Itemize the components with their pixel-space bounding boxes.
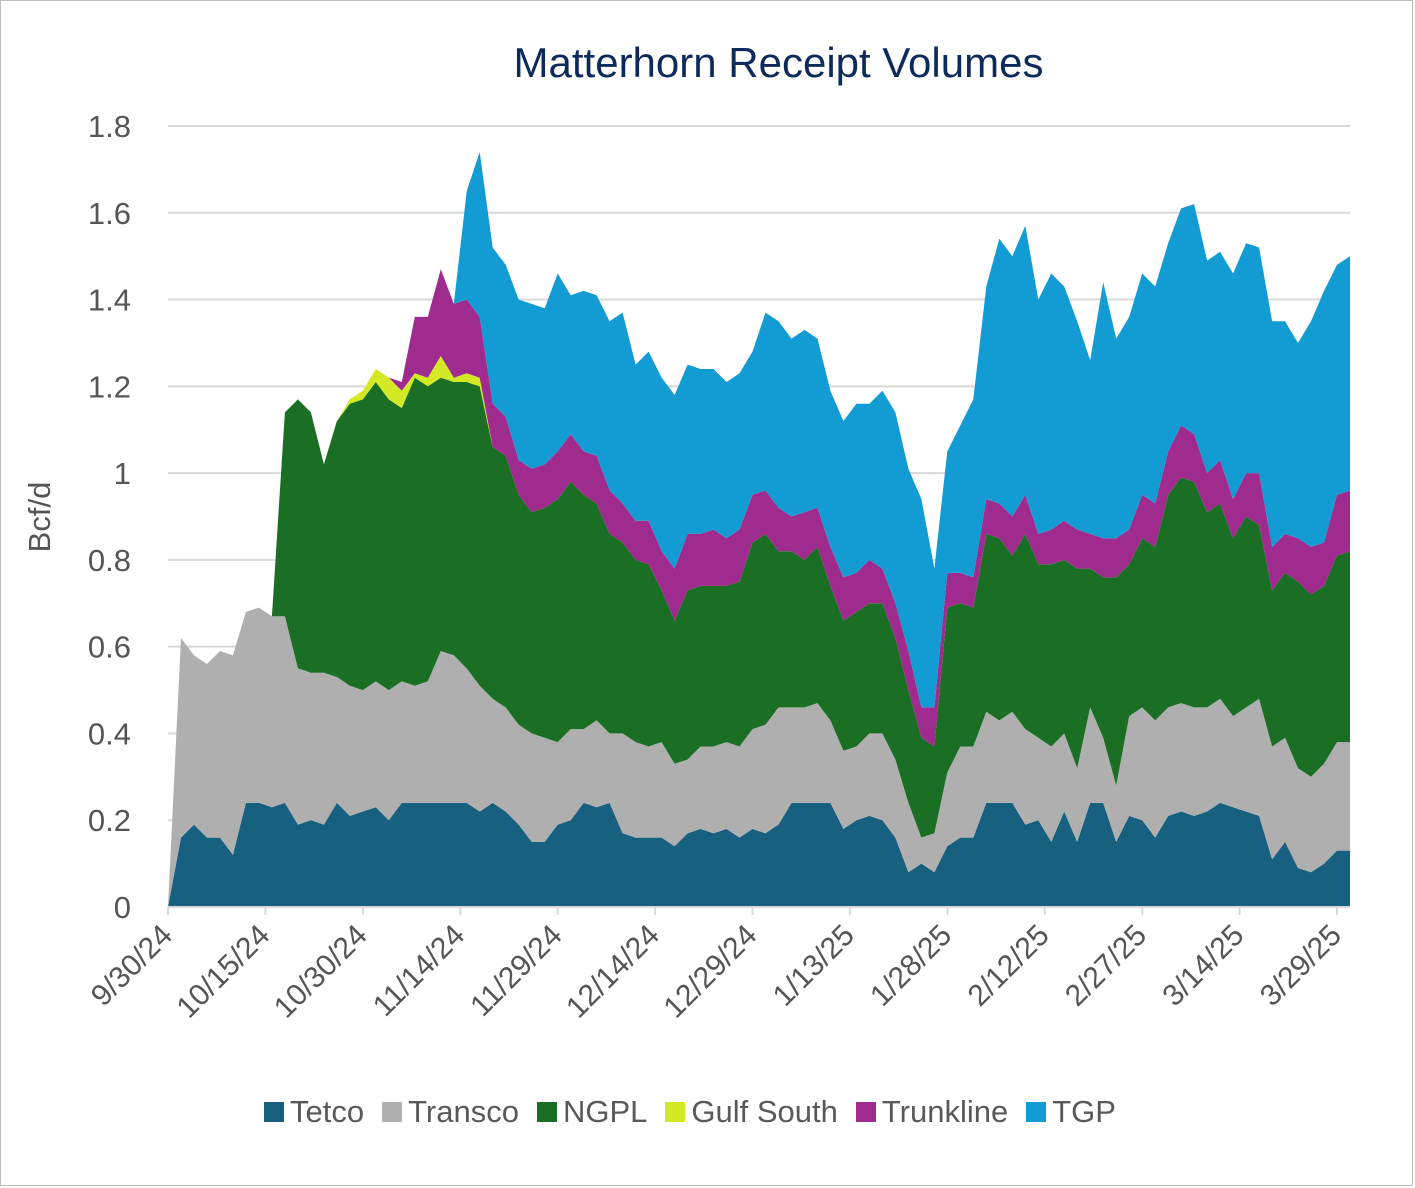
legend-label: Trunkline (881, 1094, 1009, 1129)
y-tick-label: 1.6 (88, 196, 131, 231)
x-tick-label: 3/14/25 (1156, 919, 1250, 1013)
chart-legend: Tetco Transco NGPL Gulf South Trunkline TGP (0, 1094, 1380, 1130)
x-tick-label: 9/30/24 (85, 919, 179, 1013)
x-tick-label: 11/14/24 (367, 919, 471, 1023)
x-tick-label: 3/29/25 (1254, 919, 1348, 1013)
chart-title: Matterhorn Receipt Volumes (513, 39, 1044, 86)
x-tick-label: 12/14/24 (560, 919, 666, 1025)
y-tick-label: 0.2 (88, 803, 131, 838)
legend-label: Transco (408, 1094, 519, 1129)
legend-item-ngpl: NGPL (536, 1094, 648, 1130)
x-tick-label: 10/30/24 (268, 919, 374, 1025)
legend-item-tetco: Tetco (264, 1094, 364, 1130)
x-tick-label: 1/13/25 (767, 919, 861, 1013)
legend-label: Tetco (290, 1094, 365, 1129)
y-tick-label: 1 (114, 456, 131, 491)
area-ngpl (168, 377, 1350, 907)
legend-item-gulf-south: Gulf South (665, 1094, 838, 1130)
x-tick-label: 2/27/25 (1059, 919, 1153, 1013)
x-tick-label: 1/28/25 (864, 919, 958, 1013)
y-axis-label: Bcf/d (22, 482, 57, 553)
x-tick-label: 12/29/24 (658, 919, 764, 1025)
legend-swatch (264, 1102, 285, 1122)
legend-item-tgp: TGP (1026, 1094, 1116, 1130)
legend-swatch (855, 1102, 876, 1122)
legend-swatch (665, 1102, 686, 1122)
x-tick-label: 2/12/25 (962, 919, 1056, 1013)
legend-label: TGP (1052, 1094, 1116, 1129)
y-tick-label: 0 (114, 890, 131, 925)
y-tick-label: 0.8 (88, 543, 131, 578)
legend-item-trunkline: Trunkline (855, 1094, 1009, 1130)
area-tetco (168, 802, 1350, 907)
legend-swatch (536, 1102, 557, 1122)
y-tick-label: 0.6 (88, 630, 131, 665)
legend-swatch (382, 1102, 403, 1122)
area-transco (168, 607, 1350, 907)
area-tgp (168, 152, 1350, 907)
legend-label: NGPL (562, 1094, 648, 1129)
legend-label: Gulf South (691, 1094, 838, 1129)
y-tick-label: 1.2 (88, 369, 131, 404)
y-tick-label: 1.8 (88, 109, 131, 144)
y-tick-label: 0.4 (88, 716, 131, 751)
x-tick-label: 11/29/24 (464, 919, 568, 1023)
legend-item-transco: Transco (382, 1094, 519, 1130)
x-tick-label: 10/15/24 (170, 919, 276, 1025)
legend-swatch (1026, 1102, 1047, 1122)
y-tick-label: 1.4 (88, 283, 131, 318)
